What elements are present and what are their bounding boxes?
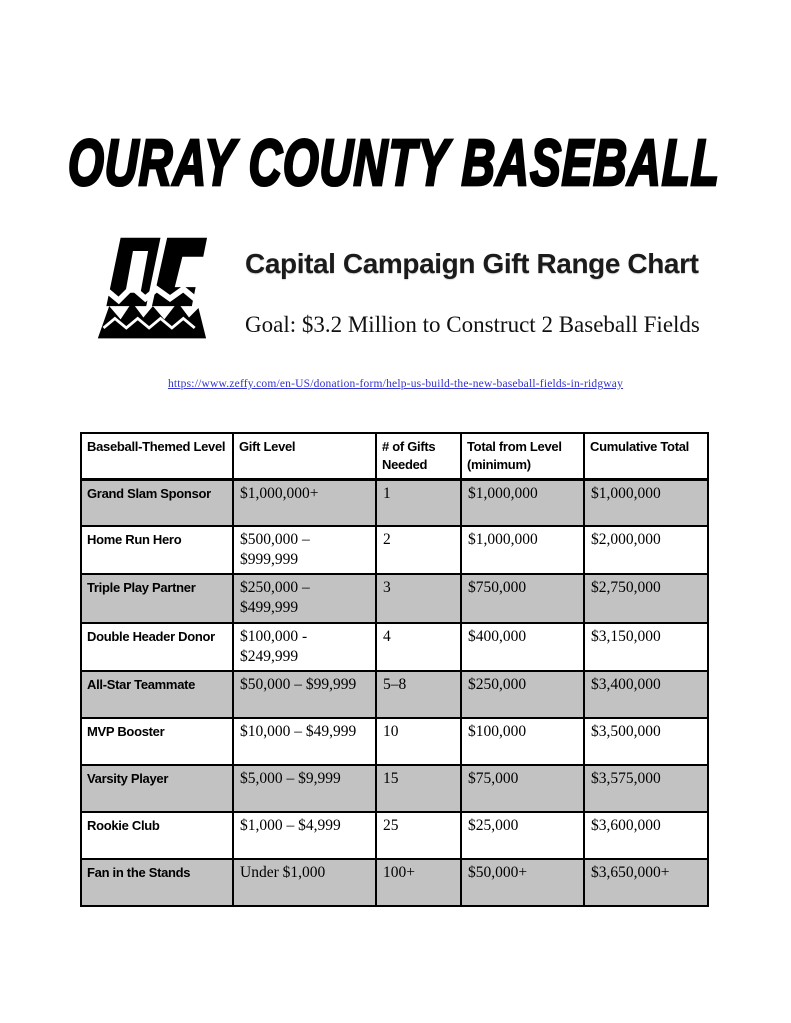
level-cell: MVP Booster — [80, 716, 234, 766]
page-title-text: OURAY COUNTY BASEBALL — [66, 124, 722, 200]
gifts-needed-cell: 25 — [375, 810, 462, 860]
donation-link[interactable]: https://www.zeffy.com/en-US/donation-for… — [167, 378, 624, 390]
oc-mountains-logo-icon — [94, 233, 208, 345]
level-cell: Home Run Hero — [80, 524, 234, 576]
column-header: Baseball-Themed Level — [80, 432, 234, 481]
cumulative-total-cell: $3,600,000 — [583, 810, 709, 860]
gifts-needed-cell: 5–8 — [375, 669, 462, 719]
gift-level-cell: $500,000 – $999,999 — [232, 524, 377, 576]
cumulative-total-cell: $3,150,000 — [583, 621, 709, 672]
column-header: Cumulative Total — [583, 432, 709, 481]
level-cell: Triple Play Partner — [80, 573, 234, 624]
total-from-level-cell: $25,000 — [460, 810, 585, 860]
total-from-level-cell: $400,000 — [460, 621, 585, 672]
gift-level-cell: $5,000 – $9,999 — [232, 763, 377, 813]
gift-level-cell: $250,000 – $499,999 — [232, 573, 377, 624]
table-row: Double Header Donor $100,000 - $249,999 4 $… — [80, 621, 709, 672]
table-row: Rookie Club $1,000 – $4,999 25 $25,000 $3,60… — [80, 810, 709, 860]
total-from-level-cell: $50,000+ — [460, 857, 585, 907]
table-row: Grand Slam Sponsor $1,000,000+ 1 $1,000,000… — [80, 478, 709, 527]
level-cell: Rookie Club — [80, 810, 234, 860]
column-header: Total from Level (minimum) — [460, 432, 585, 481]
total-from-level-cell: $750,000 — [460, 573, 585, 624]
page-title: OURAY COUNTY BASEBALL — [0, 124, 791, 200]
level-cell: Varsity Player — [80, 763, 234, 813]
cumulative-total-cell: $3,650,000+ — [583, 857, 709, 907]
cumulative-total-cell: $3,575,000 — [583, 763, 709, 813]
gift-level-cell: $10,000 – $49,999 — [232, 716, 377, 766]
table-row: Home Run Hero $500,000 – $999,999 2 $1,000,… — [80, 524, 709, 576]
gift-range-table: Baseball-Themed Level Gift Level # of Gift… — [80, 432, 709, 907]
total-from-level-cell: $100,000 — [460, 716, 585, 766]
table-row: Fan in the Stands Under $1,000 100+ $50,000… — [80, 857, 709, 907]
gift-level-cell: $1,000 – $4,999 — [232, 810, 377, 860]
gift-level-cell: Under $1,000 — [232, 857, 377, 907]
cumulative-total-cell: $2,750,000 — [583, 573, 709, 624]
gift-table-header-row: Baseball-Themed Level Gift Level # of Gift… — [80, 432, 709, 481]
column-header: # of Gifts Needed — [375, 432, 462, 481]
campaign-heading: Capital Campaign Gift Range Chart — [245, 248, 699, 279]
table-row: All-Star Teammate $50,000 – $99,999 5–8 $25… — [80, 669, 709, 719]
total-from-level-cell: $1,000,000 — [460, 478, 585, 527]
level-cell: Grand Slam Sponsor — [80, 478, 234, 527]
cumulative-total-cell: $2,000,000 — [583, 524, 709, 576]
cumulative-total-cell: $1,000,000 — [583, 478, 709, 527]
cumulative-total-cell: $3,500,000 — [583, 716, 709, 766]
gifts-needed-cell: 100+ — [375, 857, 462, 907]
gift-level-cell: $1,000,000+ — [232, 478, 377, 527]
goal-text: Goal: $3.2 Million to Construct 2 Baseba… — [245, 312, 700, 337]
gifts-needed-cell: 15 — [375, 763, 462, 813]
total-from-level-cell: $1,000,000 — [460, 524, 585, 576]
level-cell: All-Star Teammate — [80, 669, 234, 719]
gifts-needed-cell: 3 — [375, 573, 462, 624]
level-cell: Fan in the Stands — [80, 857, 234, 907]
donation-link-row: https://www.zeffy.com/en-US/donation-for… — [0, 374, 791, 392]
table-row: MVP Booster $10,000 – $49,999 10 $100,000 $3… — [80, 716, 709, 766]
total-from-level-cell: $75,000 — [460, 763, 585, 813]
gift-level-cell: $50,000 – $99,999 — [232, 669, 377, 719]
gifts-needed-cell: 10 — [375, 716, 462, 766]
total-from-level-cell: $250,000 — [460, 669, 585, 719]
gifts-needed-cell: 2 — [375, 524, 462, 576]
gifts-needed-cell: 1 — [375, 478, 462, 527]
table-row: Varsity Player $5,000 – $9,999 15 $75,000 $3… — [80, 763, 709, 813]
gift-level-cell: $100,000 - $249,999 — [232, 621, 377, 672]
gift-table-body: Grand Slam Sponsor $1,000,000+ 1 $1,000,000… — [80, 478, 709, 907]
gifts-needed-cell: 4 — [375, 621, 462, 672]
column-header: Gift Level — [232, 432, 377, 481]
cumulative-total-cell: $3,400,000 — [583, 669, 709, 719]
level-cell: Double Header Donor — [80, 621, 234, 672]
table-row: Triple Play Partner $250,000 – $499,999 3 $… — [80, 573, 709, 624]
